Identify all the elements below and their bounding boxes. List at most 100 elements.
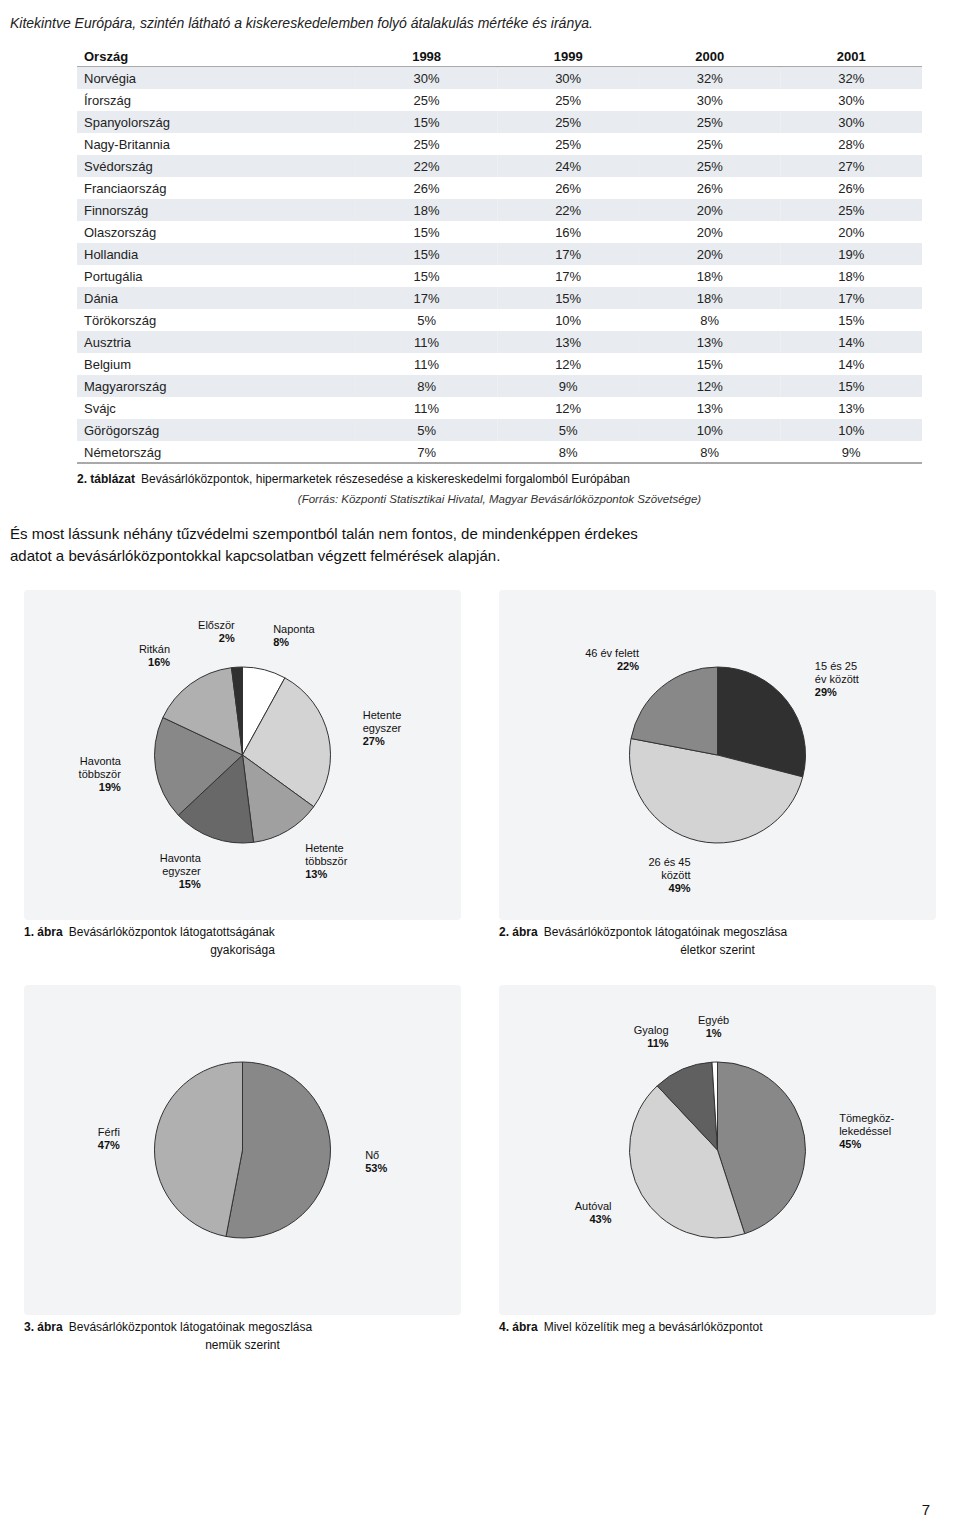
table-row-bg [77, 265, 356, 287]
table-cell [497, 155, 639, 177]
table-cell [497, 177, 639, 199]
pie-value-label: 47% [98, 1139, 120, 1151]
pie-label-line: Havonta [80, 755, 122, 767]
table-cell [639, 287, 781, 309]
table-cell [356, 155, 498, 177]
pie-caption-text: Bevásárlóközpontok látogatottságának [69, 925, 276, 939]
table-category: Olaszország [84, 225, 156, 240]
table-header: 2001 [837, 49, 866, 64]
table-row-bg [77, 199, 356, 221]
table-cell-label: 11% [414, 335, 439, 350]
pie-label-line: 15 és 25 [815, 660, 857, 672]
table-cell-label: 20% [697, 225, 723, 240]
table-row-bg [77, 375, 356, 397]
table-cell [639, 265, 781, 287]
table-cell [780, 419, 922, 441]
table-bottom-rule [77, 463, 922, 464]
table-cell [780, 89, 922, 111]
pie-label: Hetentetöbbször [305, 842, 348, 867]
pie-value-label: 27% [363, 735, 385, 747]
pie-caption: 1. ábra Bevásárlóközpontok látogatottságá… [24, 925, 276, 939]
table-cell-label: 10% [555, 313, 581, 328]
table-cell [639, 419, 781, 441]
table-header: 1999 [554, 49, 583, 64]
table-cell [639, 353, 781, 375]
table-cell-label: 9% [842, 445, 861, 460]
table-cell [356, 133, 498, 155]
table-cell [356, 221, 498, 243]
table-row-bg [77, 133, 356, 155]
table-cell-label: 12% [555, 401, 581, 416]
table-cell [639, 309, 781, 331]
table-cell [356, 199, 498, 221]
table-cell-label: 26% [555, 181, 581, 196]
table-cell-label: 11% [414, 357, 439, 372]
table-cell [497, 441, 639, 463]
table-cell-label: 32% [697, 71, 723, 86]
pie-label-line: többször [79, 768, 122, 780]
table-cell-label: 18% [697, 269, 723, 284]
table-cell-label: 15% [414, 115, 440, 130]
pie-caption-text: Mivel közelítik meg a bevásárlóközpontot [544, 1320, 763, 1334]
table-cell [780, 155, 922, 177]
table-cell-label: 26% [697, 181, 723, 196]
table-cell-label: 26% [838, 181, 864, 196]
table-row-bg [77, 419, 356, 441]
table-cell [780, 287, 922, 309]
table-category: Svájc [84, 401, 116, 416]
table-cell [356, 441, 498, 463]
table-row-bg [77, 177, 356, 199]
table-cell [497, 89, 639, 111]
table-cell [497, 265, 639, 287]
table-cell-label: 19% [838, 247, 864, 262]
table-header: 1998 [412, 49, 441, 64]
pie-slice [631, 667, 717, 755]
pie-caption-title: 1. ábra [24, 925, 63, 939]
pie-value-label: 53% [365, 1162, 387, 1174]
table-cell [497, 67, 639, 89]
table-cell [639, 441, 781, 463]
table-cell-label: 14% [838, 357, 864, 372]
table-cell-label: 17% [555, 247, 581, 262]
pie-chart: 15 és 25év között29%26 és 45között49%46 … [499, 590, 936, 957]
table-cell [356, 353, 498, 375]
pie-caption-text: Bevásárlóközpontok látogatóinak megoszlá… [69, 1320, 313, 1334]
table-cell-label: 25% [414, 137, 440, 152]
table-caption-text: Bevásárlóközpontok, hipermarketek részes… [141, 472, 630, 486]
table-cell-label: 17% [838, 291, 864, 306]
pie-label-line: Ritkán [139, 643, 170, 655]
table-cell-label: 13% [697, 335, 723, 350]
table-row-bg [77, 155, 356, 177]
table-cell [497, 111, 639, 133]
pie-label-line: Havonta [160, 852, 202, 864]
pie-label: Hetenteegyszer [363, 709, 402, 734]
table-category: Norvégia [84, 71, 137, 86]
pie-label: Havontaegyszer [160, 852, 202, 877]
table-cell-label: 13% [838, 401, 864, 416]
table-cell [497, 199, 639, 221]
table-category: Hollandia [84, 247, 139, 262]
pie-panel [24, 590, 461, 920]
page-number: 7 [922, 1501, 930, 1518]
pie-value-label: 49% [669, 882, 691, 894]
paragraph-line: adatot a bevásárlóközpontokkal kapcsolat… [10, 547, 500, 564]
table-header-bg [77, 45, 922, 67]
table-category: Görögország [84, 423, 159, 438]
table-cell [356, 419, 498, 441]
pie-label-line: lekedéssel [839, 1125, 891, 1137]
pie-panel [24, 985, 461, 1315]
pie-label: Nő [365, 1149, 379, 1161]
table-cell-label: 16% [555, 225, 581, 240]
table-category: Belgium [84, 357, 131, 372]
table-row-bg [77, 331, 356, 353]
pie-value-label: 13% [305, 868, 327, 880]
table-cell [356, 375, 498, 397]
table-cell [639, 177, 781, 199]
table-cell [356, 397, 498, 419]
pie-value-label: 15% [179, 878, 201, 890]
pie-label-line: Naponta [273, 623, 315, 635]
pie-value-label: 16% [148, 656, 170, 668]
table-cell-label: 27% [838, 159, 864, 174]
table-cell-label: 25% [555, 115, 581, 130]
table-row-bg [77, 441, 356, 463]
